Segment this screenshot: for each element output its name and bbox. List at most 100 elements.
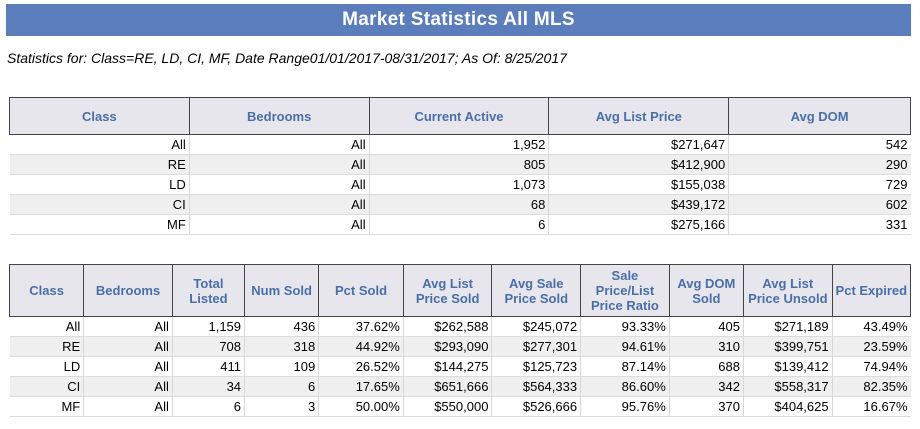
- table-row: All All 1,952 $271,647 542: [9, 134, 911, 155]
- table-cell: All: [83, 316, 173, 337]
- table-cell: CI: [9, 376, 85, 397]
- table-row: RE All 708 318 44.92% $293,090 $277,301 94.61% 3…: [9, 336, 911, 357]
- column-header: Class: [8, 264, 85, 317]
- table-row: MF All 6 $275,166 331: [9, 214, 911, 235]
- table-cell: All: [189, 194, 370, 215]
- column-header: Current Active: [368, 97, 550, 135]
- table-cell: 82.35%: [832, 376, 911, 397]
- table-cell: $144,275: [403, 356, 493, 377]
- table-cell: 1,159: [172, 316, 246, 337]
- table-cell: 708: [172, 336, 246, 357]
- table-row: CI All 34 6 17.65% $651,666 $564,333 86.60% 342 $…: [9, 376, 911, 397]
- table-cell: $277,301: [491, 336, 582, 357]
- column-header: Bedrooms: [188, 97, 370, 135]
- report-subtitle: Statistics for: Class=RE, LD, CI, MF, Da…: [7, 50, 567, 66]
- table-cell: 1,073: [369, 174, 550, 195]
- table-cell: 331: [728, 214, 911, 235]
- table-cell: $271,647: [548, 134, 730, 155]
- table-cell: $275,166: [548, 214, 730, 235]
- table-cell: $245,072: [491, 316, 582, 337]
- table-cell: 86.60%: [580, 376, 670, 397]
- sales-statistics-table: Class Bedrooms Total Listed Num Sold Pct…: [8, 264, 912, 417]
- column-header: Pct Expired: [831, 264, 912, 317]
- table-cell: 602: [728, 194, 911, 215]
- report-title: Market Statistics All MLS: [6, 4, 911, 36]
- column-header: Avg List Price Sold: [402, 264, 493, 317]
- column-header: Avg DOM: [728, 97, 911, 135]
- table-cell: 23.59%: [832, 336, 911, 357]
- table-cell: MF: [9, 396, 85, 417]
- table-cell: 16.67%: [832, 396, 911, 417]
- table-cell: 50.00%: [318, 396, 404, 417]
- table-cell: 411: [172, 356, 246, 377]
- table-cell: LD: [9, 356, 85, 377]
- column-header: Bedrooms: [83, 264, 173, 317]
- table-cell: RE: [9, 154, 190, 175]
- table-cell: 44.92%: [318, 336, 404, 357]
- table-cell: 74.94%: [832, 356, 911, 377]
- table-cell: RE: [9, 336, 85, 357]
- column-header: Avg List Price: [548, 97, 730, 135]
- table-cell: 370: [669, 396, 744, 417]
- column-header: Class: [9, 97, 190, 135]
- table-cell: LD: [9, 174, 190, 195]
- table-header-row: Class Bedrooms Current Active Avg List P…: [9, 97, 911, 135]
- table-cell: 688: [669, 356, 744, 377]
- table-cell: All: [83, 396, 173, 417]
- table-row: LD All 411 109 26.52% $144,275 $125,723 87.14% 6…: [9, 356, 911, 377]
- table-cell: 342: [669, 376, 744, 397]
- table-cell: 6: [244, 376, 320, 397]
- table-cell: 95.76%: [580, 396, 670, 417]
- table-cell: $558,317: [743, 376, 833, 397]
- table-cell: $651,666: [403, 376, 493, 397]
- column-header: Avg List Price Unsold: [742, 264, 833, 317]
- table-cell: 436: [244, 316, 320, 337]
- table-cell: $262,588: [403, 316, 493, 337]
- table-cell: All: [189, 174, 370, 195]
- table-cell: 318: [244, 336, 320, 357]
- table-row: CI All 68 $439,172 602: [9, 194, 911, 215]
- table-cell: $550,000: [403, 396, 493, 417]
- table-cell: All: [189, 134, 370, 155]
- column-header: Sale Price/List Price Ratio: [580, 264, 670, 317]
- table-cell: 93.33%: [580, 316, 670, 337]
- table-cell: All: [83, 356, 173, 377]
- table-row: RE All 805 $412,900 290: [9, 154, 911, 175]
- table-cell: 6: [172, 396, 246, 417]
- table-cell: 34: [172, 376, 246, 397]
- table-cell: 1,952: [369, 134, 550, 155]
- column-header: Avg Sale Price Sold: [491, 264, 582, 317]
- table-cell: 310: [669, 336, 744, 357]
- table-cell: All: [189, 214, 370, 235]
- table-cell: 26.52%: [318, 356, 404, 377]
- table-cell: $293,090: [403, 336, 493, 357]
- table-header-row: Class Bedrooms Total Listed Num Sold Pct…: [8, 264, 912, 317]
- table-cell: 805: [369, 154, 550, 175]
- table-cell: 94.61%: [580, 336, 670, 357]
- table-cell: 68: [369, 194, 550, 215]
- table-cell: $271,189: [743, 316, 833, 337]
- table-cell: 17.65%: [318, 376, 404, 397]
- table-cell: All: [9, 316, 85, 337]
- table-cell: 290: [728, 154, 911, 175]
- table-cell: 729: [728, 174, 911, 195]
- table-cell: All: [189, 154, 370, 175]
- table-cell: $404,625: [743, 396, 833, 417]
- table-cell: 43.49%: [832, 316, 911, 337]
- table-cell: 405: [669, 316, 744, 337]
- table-cell: 6: [369, 214, 550, 235]
- table-cell: CI: [9, 194, 190, 215]
- table-row: LD All 1,073 $155,038 729: [9, 174, 911, 195]
- column-header: Pct Sold: [318, 264, 404, 317]
- table-cell: MF: [9, 214, 190, 235]
- table-cell: $412,900: [548, 154, 730, 175]
- column-header: Avg DOM Sold: [668, 264, 744, 317]
- current-active-table: Class Bedrooms Current Active Avg List P…: [9, 97, 911, 235]
- table-cell: 3: [244, 396, 320, 417]
- table-cell: $439,172: [548, 194, 730, 215]
- table-row: All All 1,159 436 37.62% $262,588 $245,072 93.3…: [9, 316, 911, 337]
- table-cell: 87.14%: [580, 356, 670, 377]
- table-cell: 109: [244, 356, 320, 377]
- table-cell: $564,333: [491, 376, 582, 397]
- table-cell: All: [9, 134, 190, 155]
